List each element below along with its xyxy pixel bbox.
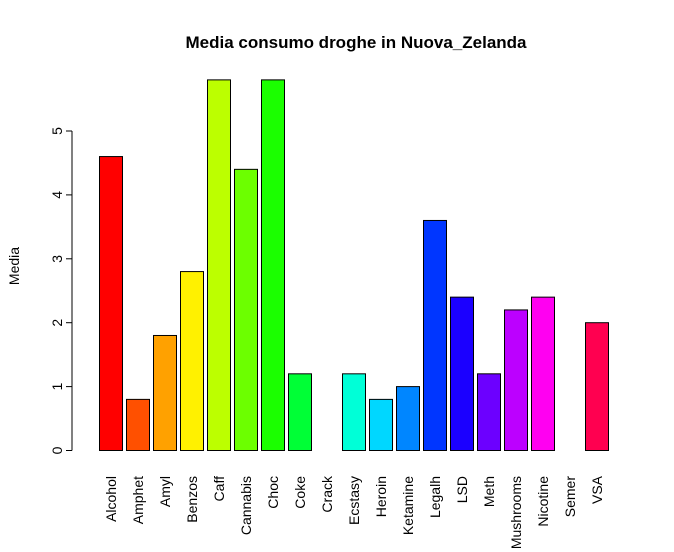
category-label-ecstasy: Ecstasy	[346, 476, 362, 525]
y-tick-label: 0	[49, 446, 65, 454]
category-label-amyl: Amyl	[157, 476, 173, 507]
y-tick-label: 2	[49, 319, 65, 327]
bar-amyl	[153, 334, 177, 452]
bar-choc	[261, 79, 285, 451]
bar-lsd	[450, 296, 474, 452]
category-label-amphet: Amphet	[130, 476, 146, 524]
category-label-mushrooms: Mushrooms	[508, 476, 524, 549]
category-label-choc: Choc	[265, 476, 281, 509]
bar-amphet	[126, 398, 150, 452]
category-label-alcohol: Alcohol	[103, 476, 119, 522]
category-label-crack: Crack	[319, 475, 335, 513]
bar-vsa	[585, 322, 609, 452]
category-label-cannabis: Cannabis	[238, 476, 254, 535]
category-label-benzos: Benzos	[184, 476, 200, 523]
y-tick-label: 5	[49, 127, 65, 135]
bar-legalh	[423, 219, 447, 451]
category-label-semer: Semer	[562, 476, 578, 518]
category-label-lsd: LSD	[454, 476, 470, 503]
bar-mushrooms	[504, 309, 528, 452]
category-label-coke: Coke	[292, 476, 308, 509]
y-tick-label: 4	[49, 191, 65, 199]
category-label-heroin: Heroin	[373, 476, 389, 517]
bar-ketamine	[396, 386, 420, 452]
category-labels: Alcohol Amphet Amyl Benzos Caff Cannabis Choc C…	[103, 475, 605, 549]
y-tick-label: 3	[49, 255, 65, 263]
bar-heroin	[369, 398, 393, 452]
bar-ecstasy	[342, 373, 366, 452]
category-label-caff: Caff	[211, 476, 227, 502]
bar-alcohol	[99, 156, 123, 451]
category-label-legalh: Legalh	[427, 476, 443, 518]
bars-group	[99, 79, 609, 452]
category-label-vsa: VSA	[589, 475, 605, 504]
category-label-nicotine: Nicotine	[535, 476, 551, 527]
category-label-meth: Meth	[481, 476, 497, 507]
y-axis-ticks: 0 1 2 3 4 5	[49, 127, 72, 454]
y-tick-label: 1	[49, 382, 65, 390]
category-label-ketamine: Ketamine	[400, 476, 416, 535]
bar-cannabis	[234, 168, 258, 451]
bar-nicotine	[531, 296, 555, 452]
bar-meth	[477, 373, 501, 452]
bar-coke	[288, 373, 312, 452]
bar-benzos	[180, 271, 204, 451]
chart-title: Media consumo droghe in Nuova_Zelanda	[186, 33, 528, 52]
bar-caff	[207, 79, 231, 451]
y-axis-label: Media	[6, 247, 22, 285]
